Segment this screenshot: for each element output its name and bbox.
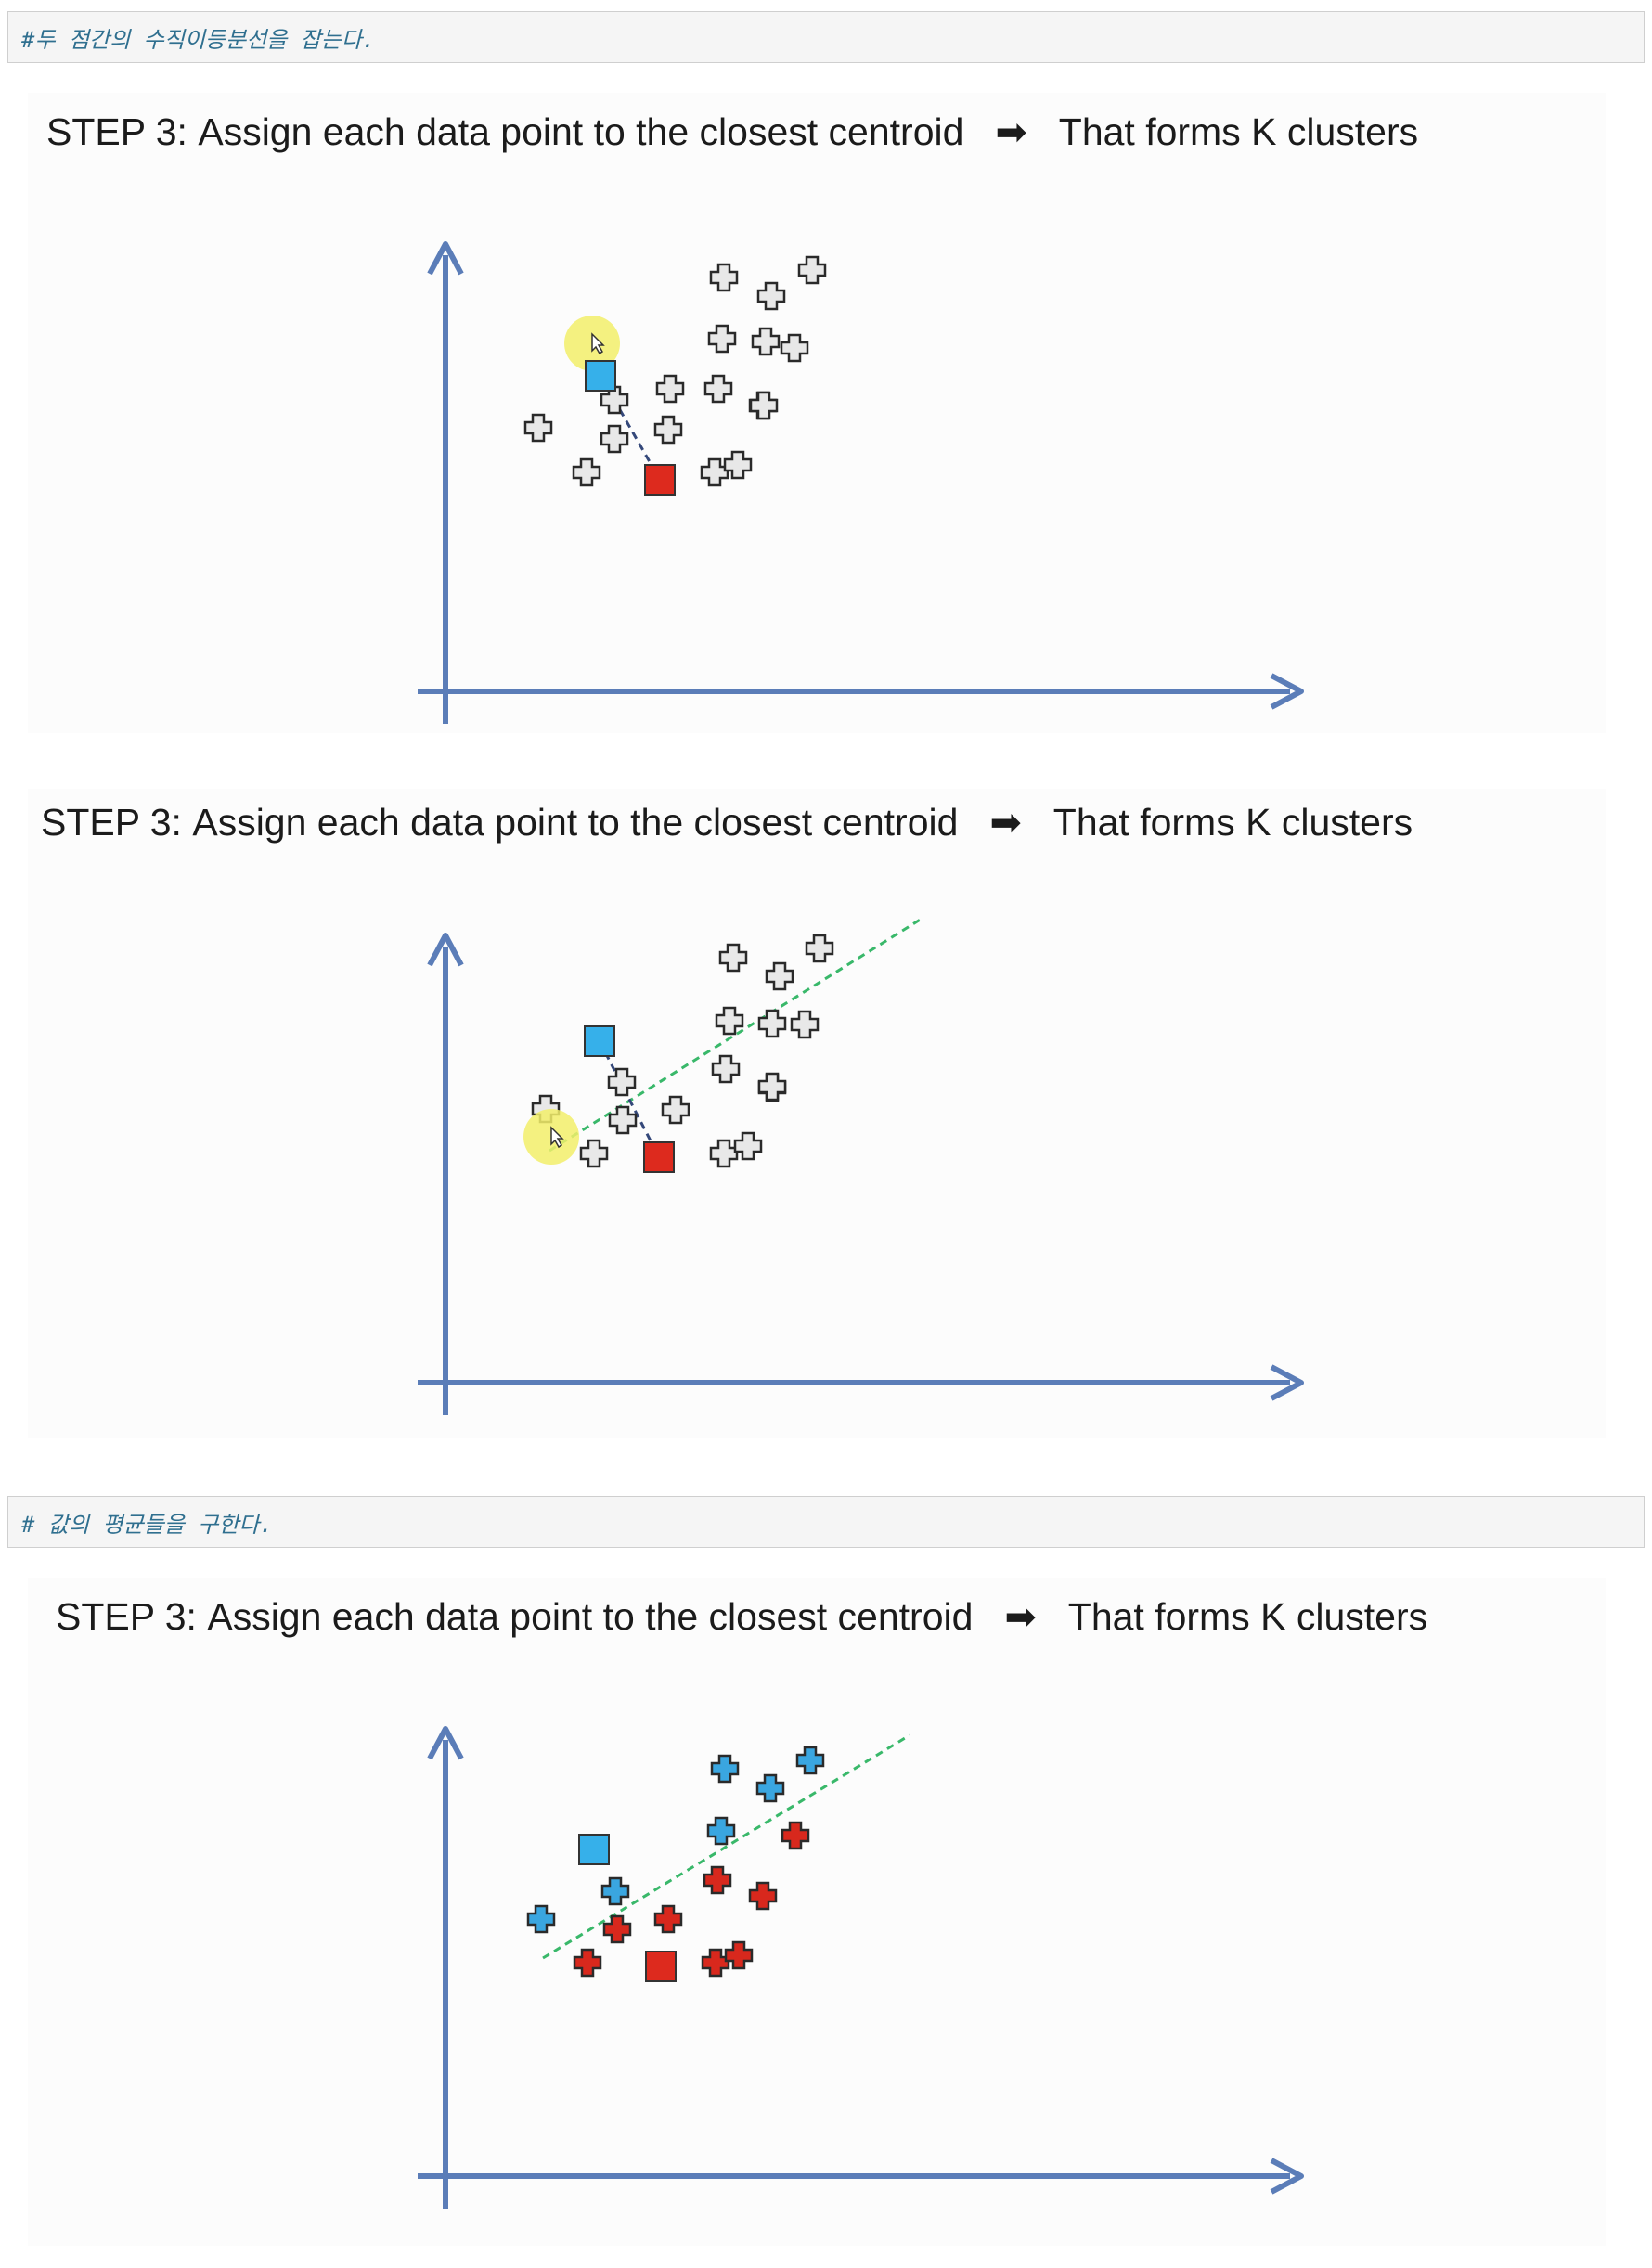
red-data-point — [573, 1948, 602, 1978]
mouse-pointer-icon — [550, 1126, 564, 1149]
data-point — [805, 934, 834, 963]
scatter-plot — [418, 241, 1304, 724]
slide-title: STEP 3: Assign each data point to the cl… — [46, 104, 1606, 160]
data-point — [718, 943, 748, 973]
red-data-point — [653, 1904, 683, 1934]
data-point — [749, 391, 779, 420]
data-point — [709, 263, 739, 292]
red-data-point — [701, 1948, 730, 1978]
data-point — [797, 255, 827, 285]
result-text: That forms K clusters — [1058, 110, 1419, 153]
heavy-right-arrow-icon: ➡ — [995, 110, 1027, 153]
blue-data-point — [710, 1754, 740, 1784]
scatter-plot — [418, 917, 1304, 1415]
x-axis-arrowhead — [1270, 2158, 1304, 2195]
red-data-point — [748, 1881, 778, 1911]
perpendicular-bisector — [549, 917, 923, 1153]
blue-data-point — [755, 1773, 785, 1803]
markdown-cell-2[interactable]: # 값의 평균들을 구한다. — [7, 1496, 1645, 1548]
data-point — [765, 961, 794, 991]
y-axis-arrowhead — [427, 1726, 464, 1760]
data-point — [757, 1072, 787, 1102]
data-point — [707, 324, 737, 354]
slide-title: STEP 3: Assign each data point to the cl… — [41, 794, 1606, 850]
data-point — [756, 281, 786, 311]
slide-1: STEP 3: Assign each data point to the cl… — [28, 93, 1606, 733]
result-text: That forms K clusters — [1052, 800, 1413, 844]
blue-data-point — [526, 1904, 556, 1934]
data-point — [600, 424, 629, 454]
step-label: STEP 3: — [41, 800, 182, 844]
data-point — [733, 1131, 763, 1161]
data-point — [655, 374, 685, 404]
red-data-point — [703, 1865, 732, 1895]
step-label: STEP 3: — [56, 1594, 197, 1638]
data-point — [572, 457, 601, 487]
data-point — [579, 1139, 609, 1168]
data-point — [709, 1139, 739, 1168]
data-point — [608, 1105, 638, 1135]
step-text: Assign each data point to the closest ce… — [207, 1594, 974, 1638]
result-text: That forms K clusters — [1067, 1594, 1428, 1638]
mouse-pointer-icon — [591, 332, 605, 355]
data-point — [751, 327, 781, 356]
red-centroid — [645, 1951, 677, 1982]
red-data-point — [781, 1821, 810, 1850]
heavy-right-arrow-icon: ➡ — [989, 801, 1022, 844]
perpendicular-bisector — [542, 1733, 910, 1960]
blue-centroid — [584, 1025, 615, 1057]
step-text: Assign each data point to the closest ce… — [198, 110, 964, 153]
blue-centroid — [585, 360, 616, 392]
data-point — [523, 413, 553, 443]
data-point — [757, 1009, 787, 1038]
data-point — [661, 1095, 690, 1125]
centroid-connector — [598, 1040, 661, 1158]
markdown-cell-1[interactable]: #두 점간의 수직이등분선을 잡는다. — [7, 11, 1645, 63]
step-label: STEP 3: — [46, 110, 187, 153]
data-point — [703, 374, 733, 404]
data-point — [711, 1054, 741, 1084]
red-data-point — [724, 1940, 754, 1970]
cell-comment: # 값의 평균들을 구한다. — [21, 1511, 273, 1538]
slide-2: STEP 3: Assign each data point to the cl… — [28, 789, 1606, 1438]
data-point — [790, 1010, 820, 1039]
heavy-right-arrow-icon: ➡ — [1004, 1595, 1037, 1638]
y-axis-arrowhead — [427, 241, 464, 276]
data-point — [607, 1067, 637, 1097]
x-axis-arrowhead — [1270, 673, 1304, 710]
blue-data-point — [706, 1816, 736, 1846]
red-data-point — [602, 1914, 632, 1944]
data-point — [653, 415, 683, 445]
red-centroid — [643, 1141, 675, 1173]
slide-title: STEP 3: Assign each data point to the cl… — [56, 1589, 1606, 1644]
blue-centroid — [578, 1834, 610, 1865]
slide-3: STEP 3: Assign each data point to the cl… — [28, 1578, 1606, 2246]
x-axis-arrowhead — [1270, 1364, 1304, 1401]
data-point — [600, 385, 629, 415]
data-point — [723, 450, 753, 480]
scatter-plot — [418, 1726, 1304, 2209]
data-point — [780, 333, 809, 363]
blue-data-point — [795, 1746, 825, 1775]
blue-data-point — [600, 1876, 630, 1906]
y-axis-arrowhead — [427, 933, 464, 967]
red-centroid — [644, 464, 676, 496]
cell-comment: #두 점간의 수직이등분선을 잡는다. — [21, 26, 376, 53]
data-point — [700, 457, 729, 487]
step-text: Assign each data point to the closest ce… — [192, 800, 959, 844]
data-point — [715, 1006, 744, 1036]
